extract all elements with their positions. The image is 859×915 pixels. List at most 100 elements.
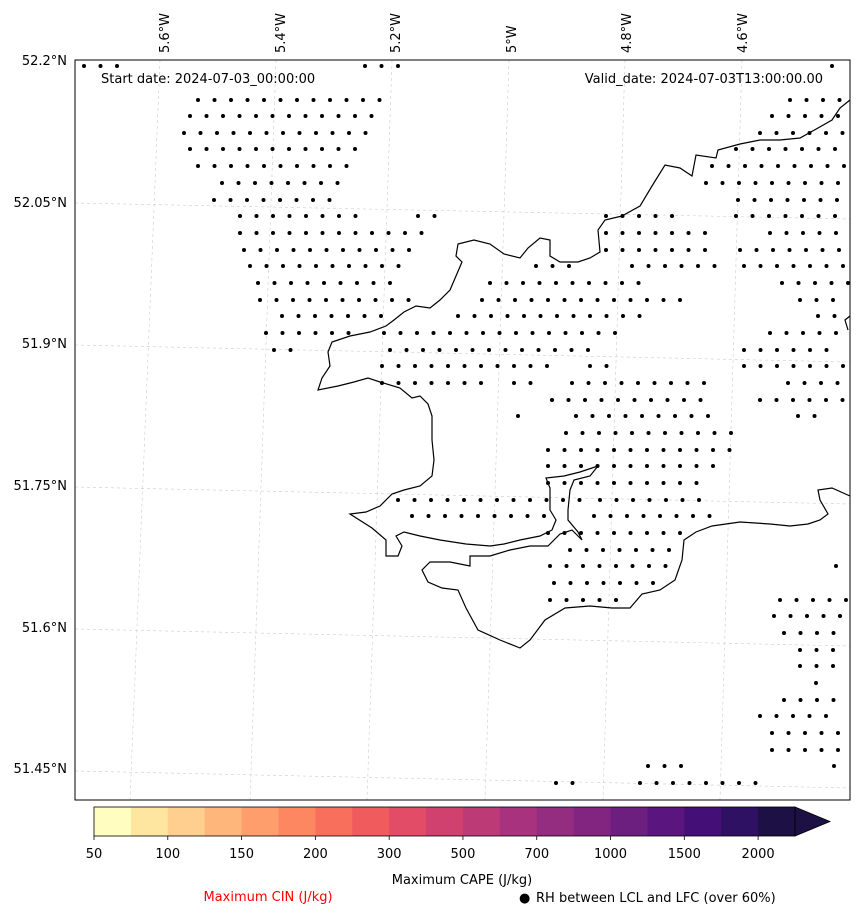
rh-dot <box>369 114 374 118</box>
rh-dot <box>698 398 703 402</box>
rh-dot <box>229 98 233 102</box>
rh-dot <box>759 164 764 168</box>
colorbar-bin <box>610 807 649 836</box>
rh-dot <box>347 264 351 268</box>
rh-dot <box>550 264 555 268</box>
rh-dot <box>443 514 447 518</box>
rh-dot <box>673 414 677 418</box>
rh-dot <box>802 198 806 202</box>
rh-dot <box>702 381 706 385</box>
rh-dot <box>297 331 301 335</box>
rh-dot <box>571 314 576 318</box>
rh-dot <box>529 298 534 302</box>
rh-dot <box>253 181 257 185</box>
rh-dot <box>577 498 582 502</box>
rh-dot <box>664 498 668 502</box>
rh-dot <box>509 514 513 518</box>
rh-dot <box>271 231 275 235</box>
lat-label-51-9: 51.9°N <box>22 337 67 352</box>
rh-dot <box>221 114 225 118</box>
rh-dot <box>737 181 741 185</box>
cin-legend-label: Maximum CIN (J/kg) <box>203 890 332 905</box>
rh-dot <box>614 564 618 568</box>
rh-dot <box>248 131 252 135</box>
graticule <box>74 59 851 801</box>
rh-dot <box>579 481 583 485</box>
rh-dot <box>814 648 819 652</box>
rh-dot <box>827 598 832 602</box>
rh-dot <box>446 364 450 368</box>
rh-dot <box>382 331 386 335</box>
rh-dot <box>272 348 276 352</box>
rh-dot <box>813 281 817 285</box>
rh-dot <box>596 331 601 335</box>
colorbar-bin <box>758 807 796 836</box>
rh-dot <box>824 714 828 718</box>
start-date-label: Start date: 2024-07-03_00:00:00 <box>101 72 315 87</box>
rh-dot <box>522 314 526 318</box>
rh-dot <box>495 364 500 368</box>
rh-dot <box>630 264 634 268</box>
rh-dot <box>712 264 717 268</box>
rh-dot <box>562 448 567 452</box>
rh-dot <box>804 98 809 102</box>
rh-dot <box>311 164 316 168</box>
rh-dot <box>632 398 637 402</box>
rh-dot <box>753 781 758 785</box>
rh-dot <box>775 264 779 268</box>
rh-dot <box>525 514 530 518</box>
rh-dot <box>808 348 812 352</box>
rh-dot <box>787 248 792 252</box>
rh-dot <box>459 514 464 518</box>
rh-dot <box>653 214 658 218</box>
rh-dot <box>488 281 492 285</box>
rh-dot <box>327 198 332 202</box>
rh-dot <box>800 214 804 218</box>
rh-dot <box>812 414 817 418</box>
rh-dot <box>355 281 359 285</box>
rh-dot <box>752 198 757 202</box>
rh-dot <box>620 281 624 285</box>
rh-dot <box>196 164 200 168</box>
rh-dot <box>784 331 789 335</box>
rh-dot <box>579 298 583 302</box>
rh-dot <box>597 564 602 568</box>
rh-dot <box>834 331 838 335</box>
rh-dot <box>198 131 203 135</box>
colorbar-bin <box>389 807 427 836</box>
rh-dot <box>390 298 394 302</box>
rh-dot <box>771 248 775 252</box>
rh-dot <box>819 114 824 118</box>
rh-dot <box>261 198 266 202</box>
rh-dot <box>503 348 508 352</box>
rh-dot <box>601 548 605 552</box>
rh-dot <box>742 348 746 352</box>
rh-dot <box>780 281 784 285</box>
rh-dot <box>353 214 358 218</box>
rh-dot <box>280 314 284 318</box>
rh-dot <box>817 231 822 235</box>
rh-dot <box>472 314 477 318</box>
rh-dot <box>281 264 285 268</box>
rh-dot <box>274 298 279 302</box>
rh-dot <box>357 298 361 302</box>
rh-dot <box>650 548 655 552</box>
rh-dot <box>245 98 250 102</box>
rh-dot <box>831 631 836 635</box>
rh-dot <box>712 431 717 435</box>
rh-dot <box>305 281 310 285</box>
rh-dot <box>340 298 345 302</box>
rh-dot <box>603 381 607 385</box>
rh-dot <box>313 314 317 318</box>
rh-dot <box>554 781 558 785</box>
rh-dot <box>204 147 209 151</box>
rh-dot <box>238 231 242 235</box>
rh-dot <box>308 248 312 252</box>
rh-dot <box>546 298 550 302</box>
rh-dot <box>410 514 414 518</box>
rh-dot <box>521 281 525 285</box>
rh-dot <box>798 648 802 652</box>
rh-dot <box>678 531 682 535</box>
rh-dot <box>212 98 217 102</box>
rh-dot <box>291 298 295 302</box>
